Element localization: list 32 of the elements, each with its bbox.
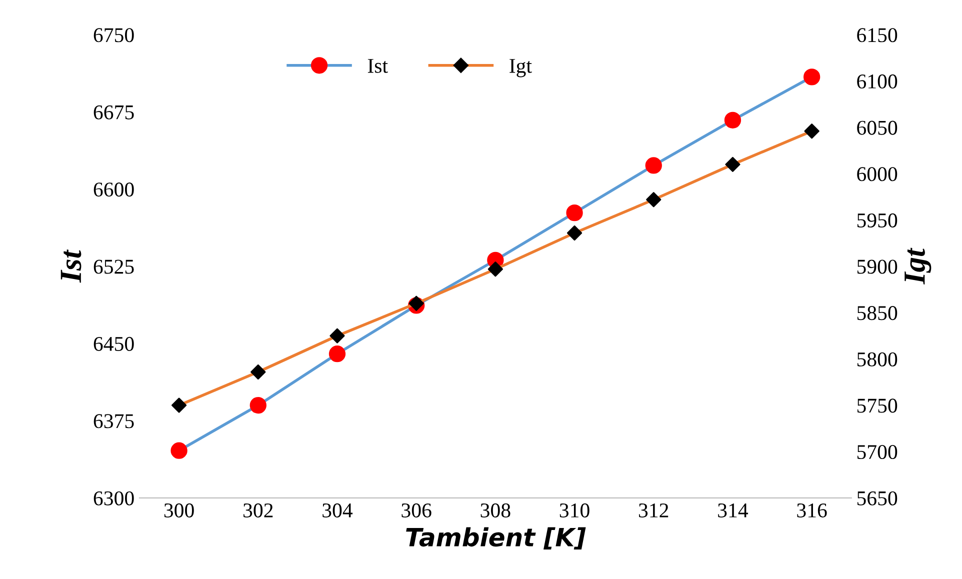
x-axis-title: Tambient [K]: [406, 527, 586, 550]
y2-tick-label: 5950: [857, 213, 898, 228]
y2-tick-label: 6150: [857, 28, 898, 42]
x-tick-label: 306: [402, 503, 432, 518]
y-tick-label: 6300: [94, 491, 134, 506]
y2-tick-label: 5700: [857, 444, 898, 460]
y2-tick-label: 5850: [857, 306, 898, 320]
y-tick-label: 6750: [94, 28, 134, 42]
legend-label: Igt: [510, 59, 532, 78]
y-tick-label: 6600: [94, 182, 134, 197]
y2-tick-label: 5900: [857, 260, 898, 274]
x-tick-label: 308: [480, 503, 510, 518]
legend-label: Ist: [368, 59, 388, 73]
x-tick-label: 316: [797, 503, 827, 518]
y-tick-label: 6525: [94, 260, 134, 274]
x-tick-label: 310: [560, 503, 590, 518]
y2-tick-label: 6000: [857, 167, 898, 182]
y-tick-label: 6375: [94, 414, 134, 428]
y-tick-label: 6675: [94, 105, 134, 120]
y2-tick-label: 5650: [857, 491, 898, 506]
y2-tick-label: 5800: [857, 352, 898, 366]
x-tick-label: 300: [164, 503, 194, 518]
x-tick-label: 304: [322, 503, 353, 518]
y2-tick-label: 5750: [857, 398, 898, 413]
y2-tick-label: 6050: [857, 120, 898, 135]
y2-axis-title: Igt: [904, 248, 932, 284]
y2-tick-label: 6100: [857, 74, 898, 88]
y-tick-label: 6450: [94, 336, 134, 351]
x-tick-label: 302: [244, 503, 273, 518]
y-axis-title: Ist: [60, 249, 82, 283]
x-tick-label: 314: [718, 503, 748, 518]
x-tick-label: 312: [638, 503, 668, 518]
